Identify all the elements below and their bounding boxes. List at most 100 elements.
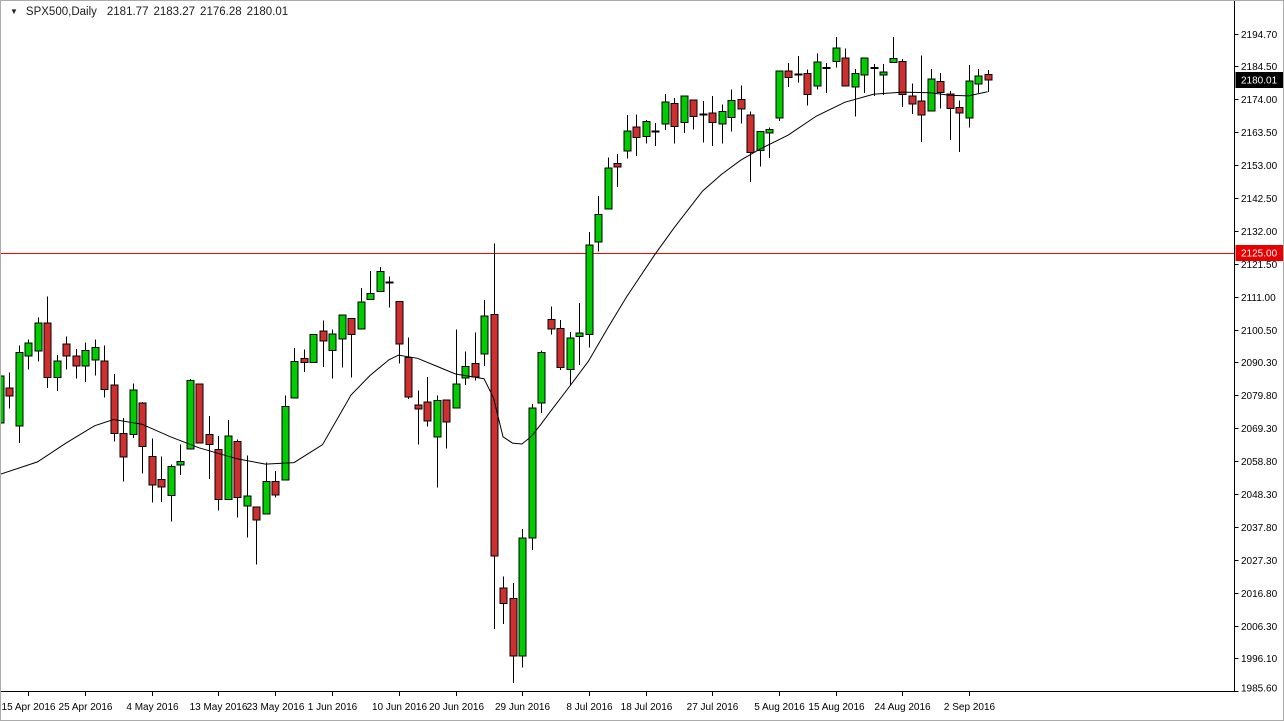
price-axis-label: 2027.30 [1241,556,1278,567]
candle-bear [205,434,214,445]
candle-bear [195,383,204,444]
date-axis-label: 10 Jun 2016 [372,702,427,713]
candle-bear [271,481,280,496]
candle-bull [832,47,841,62]
candle-bear [547,319,556,330]
date-axis-label: 15 Apr 2016 [2,702,56,713]
moving-average-line [1,91,988,475]
candle-bull [281,406,290,481]
date-axis-label: 29 Jun 2016 [495,702,550,713]
date-axis-label: 23 May 2016 [247,702,305,713]
candle-bear [737,99,746,110]
date-axis[interactable]: 15 Apr 2016 25 Apr 2016 4 May 2016 13 May 2… [1,691,1235,714]
price-axis-label: 1985.60 [1241,684,1278,695]
symbol-dropdown-icon[interactable]: ▼ [10,7,18,16]
candle-bull [243,495,252,507]
price-axis-label: 2194.70 [1241,30,1278,41]
price-axis-label: 2079.80 [1241,391,1278,402]
candle-bear [148,455,157,486]
candle-bull [1,375,5,424]
candle-bull [851,72,860,88]
date-axis-label: 5 Aug 2016 [754,702,805,713]
candle-bull [366,293,375,301]
candle-bear [984,74,993,81]
date-axis-label: 13 May 2016 [190,702,248,713]
candle-bear [442,399,451,423]
date-axis-label: 27 Jul 2016 [687,702,739,713]
candle-bear [509,598,518,657]
candle-bear [423,401,432,422]
candle-bear [5,387,14,397]
candle-bull [528,407,537,539]
candle-bear [110,384,119,435]
candle-bear [319,330,328,342]
candle-bull [129,389,138,436]
price-axis-label: 2153.00 [1241,161,1278,172]
candle-bull [328,333,337,352]
price-marker-labels: 2125.00 2180.01 [1235,72,1283,261]
candle-bear [119,433,128,458]
candle-bear [632,126,641,139]
ohlc-high: 2183.27 [153,6,196,18]
ohlc-low: 2176.28 [200,6,242,18]
symbol-period-label: SPX500,Daily [25,6,97,18]
price-axis-label: 2121.50 [1241,260,1278,271]
candle-bear [908,95,917,105]
candle-bull [765,129,774,134]
candle-bull [927,78,936,112]
date-axis-label: 1 Jun 2016 [308,702,358,713]
chart-header: ▼ SPX500,Daily 2181.77 2183.27 2176.28 2… [10,6,293,18]
price-axis-label: 2142.50 [1241,194,1278,205]
candle-bull [699,113,708,116]
candle-bear [499,587,508,604]
ohlc-open: 2181.77 [106,6,149,18]
candle-bear [72,355,81,367]
svg-text:2180.01: 2180.01 [1241,76,1278,87]
candle-bull [680,95,689,124]
candle-bull [661,101,670,125]
candle-bull [81,349,90,367]
candle-bear [414,404,423,410]
candles-layer [1,36,993,684]
candle-bear [100,360,109,391]
candle-bull [575,332,584,337]
candle-bull [338,314,347,340]
date-axis-label: 20 Jun 2016 [429,702,484,713]
candle-bull [718,110,727,125]
candle-bull [452,383,461,409]
candle-bear [794,73,803,76]
candle-bull [480,315,489,355]
candle-bull [15,352,24,427]
candle-bear [252,506,261,521]
candle-bull [224,435,233,501]
candle-bear [708,112,717,123]
candle-bull [822,67,831,70]
candle-bull [965,80,974,119]
candle-bull [461,365,470,379]
candle-bear [898,60,907,96]
price-axis-label: 2069.30 [1241,424,1278,435]
candle-bear [395,300,404,345]
candle-bear [43,322,52,379]
candle-bull [376,271,385,293]
candle-bear [233,441,242,498]
date-axis-label: 2 Sep 2016 [944,702,996,713]
date-axis-label: 24 Aug 2016 [874,702,931,713]
candle-bull [775,70,784,119]
candle-bear [613,162,622,168]
candle-bear [803,73,812,95]
candle-bear [347,318,356,335]
candle-bear [404,356,413,398]
price-axis[interactable]: 2194.70 2184.50 2174.00 2163.50 2153.00 2142.… [1234,1,1278,695]
candle-bull [974,75,983,85]
candle-bull [290,360,299,399]
candle-bull [727,99,736,118]
price-axis-label: 2090.30 [1241,358,1278,369]
candle-bear [670,102,679,128]
candle-bull [642,120,651,138]
price-axis-label: 2111.00 [1241,293,1276,304]
price-axis-label: 2016.80 [1241,589,1278,600]
candle-bull [756,131,765,152]
